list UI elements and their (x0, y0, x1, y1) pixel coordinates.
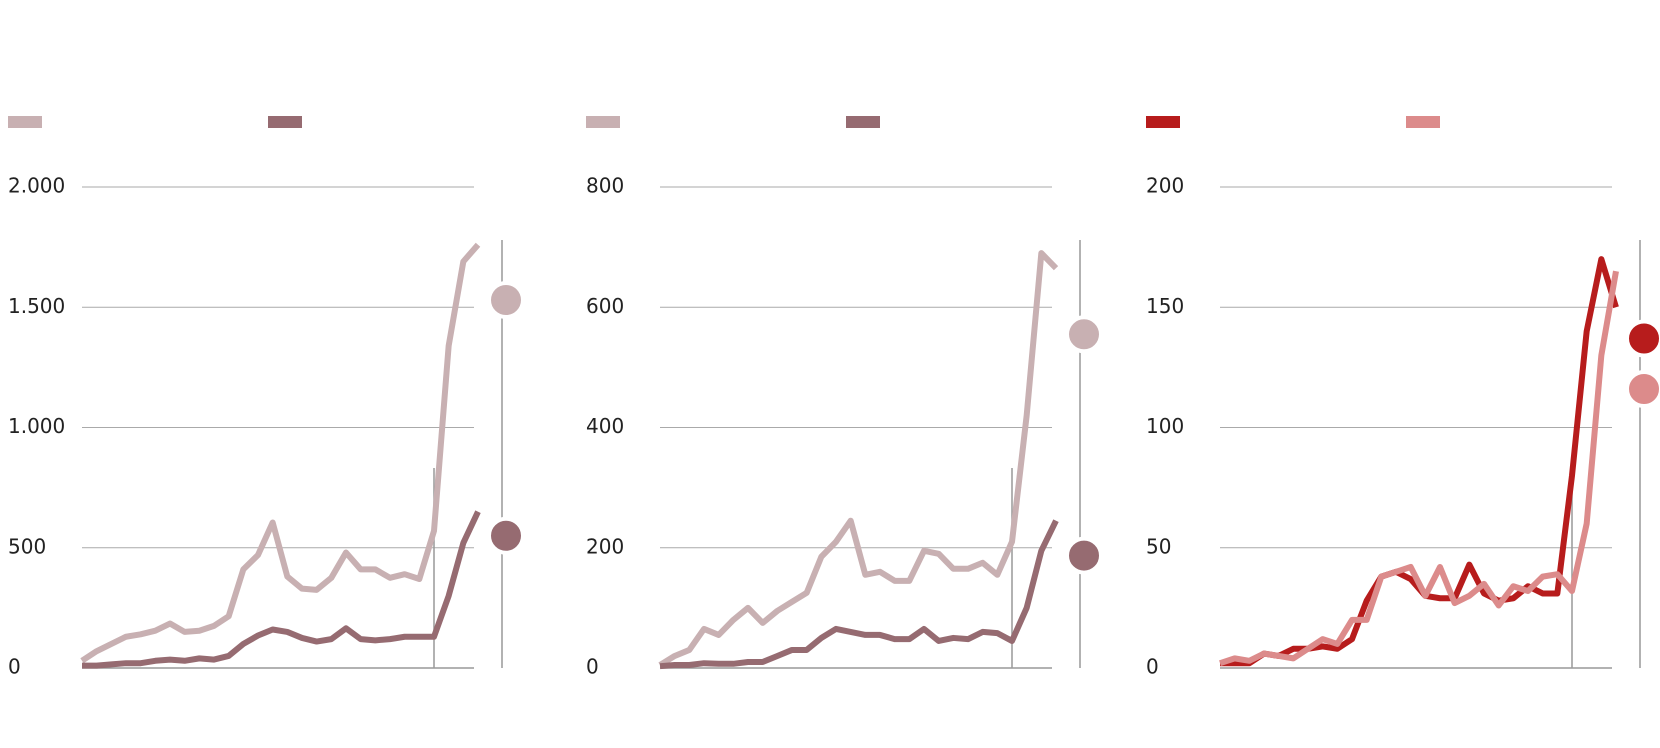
series-line (80, 242, 481, 664)
legend-swatch (586, 116, 620, 128)
y-tick-label: 200 (1146, 174, 1184, 198)
y-tick-label: 2.000 (8, 174, 65, 198)
series-line (1219, 270, 1619, 667)
series-line (659, 519, 1059, 670)
legend-swatch (1406, 116, 1440, 128)
y-tick-label: 600 (586, 294, 624, 318)
series-line (82, 510, 481, 669)
legend-swatch (1146, 116, 1180, 128)
y-tick-label: 0 (8, 655, 21, 679)
end-dot (1065, 536, 1103, 575)
y-tick-label: 1.500 (8, 294, 65, 318)
end-dot (487, 281, 525, 320)
end-dot (1625, 319, 1660, 358)
y-tick-label: 800 (586, 174, 624, 198)
series-line (1220, 256, 1619, 667)
y-tick-label: 1.000 (8, 414, 65, 438)
legend-swatch (8, 116, 42, 128)
series-line (658, 250, 1059, 668)
y-tick-label: 200 (586, 534, 624, 558)
y-tick-label: 500 (8, 534, 46, 558)
y-tick-label: 50 (1146, 534, 1171, 558)
end-dot (1065, 315, 1103, 354)
y-tick-label: 100 (1146, 414, 1184, 438)
y-tick-label: 0 (1146, 655, 1159, 679)
legend-swatch (846, 116, 880, 128)
y-tick-label: 0 (586, 655, 599, 679)
end-dot (487, 516, 525, 555)
legend-swatch (268, 116, 302, 128)
end-dot (1625, 370, 1660, 409)
y-tick-label: 150 (1146, 294, 1184, 318)
y-tick-label: 400 (586, 414, 624, 438)
